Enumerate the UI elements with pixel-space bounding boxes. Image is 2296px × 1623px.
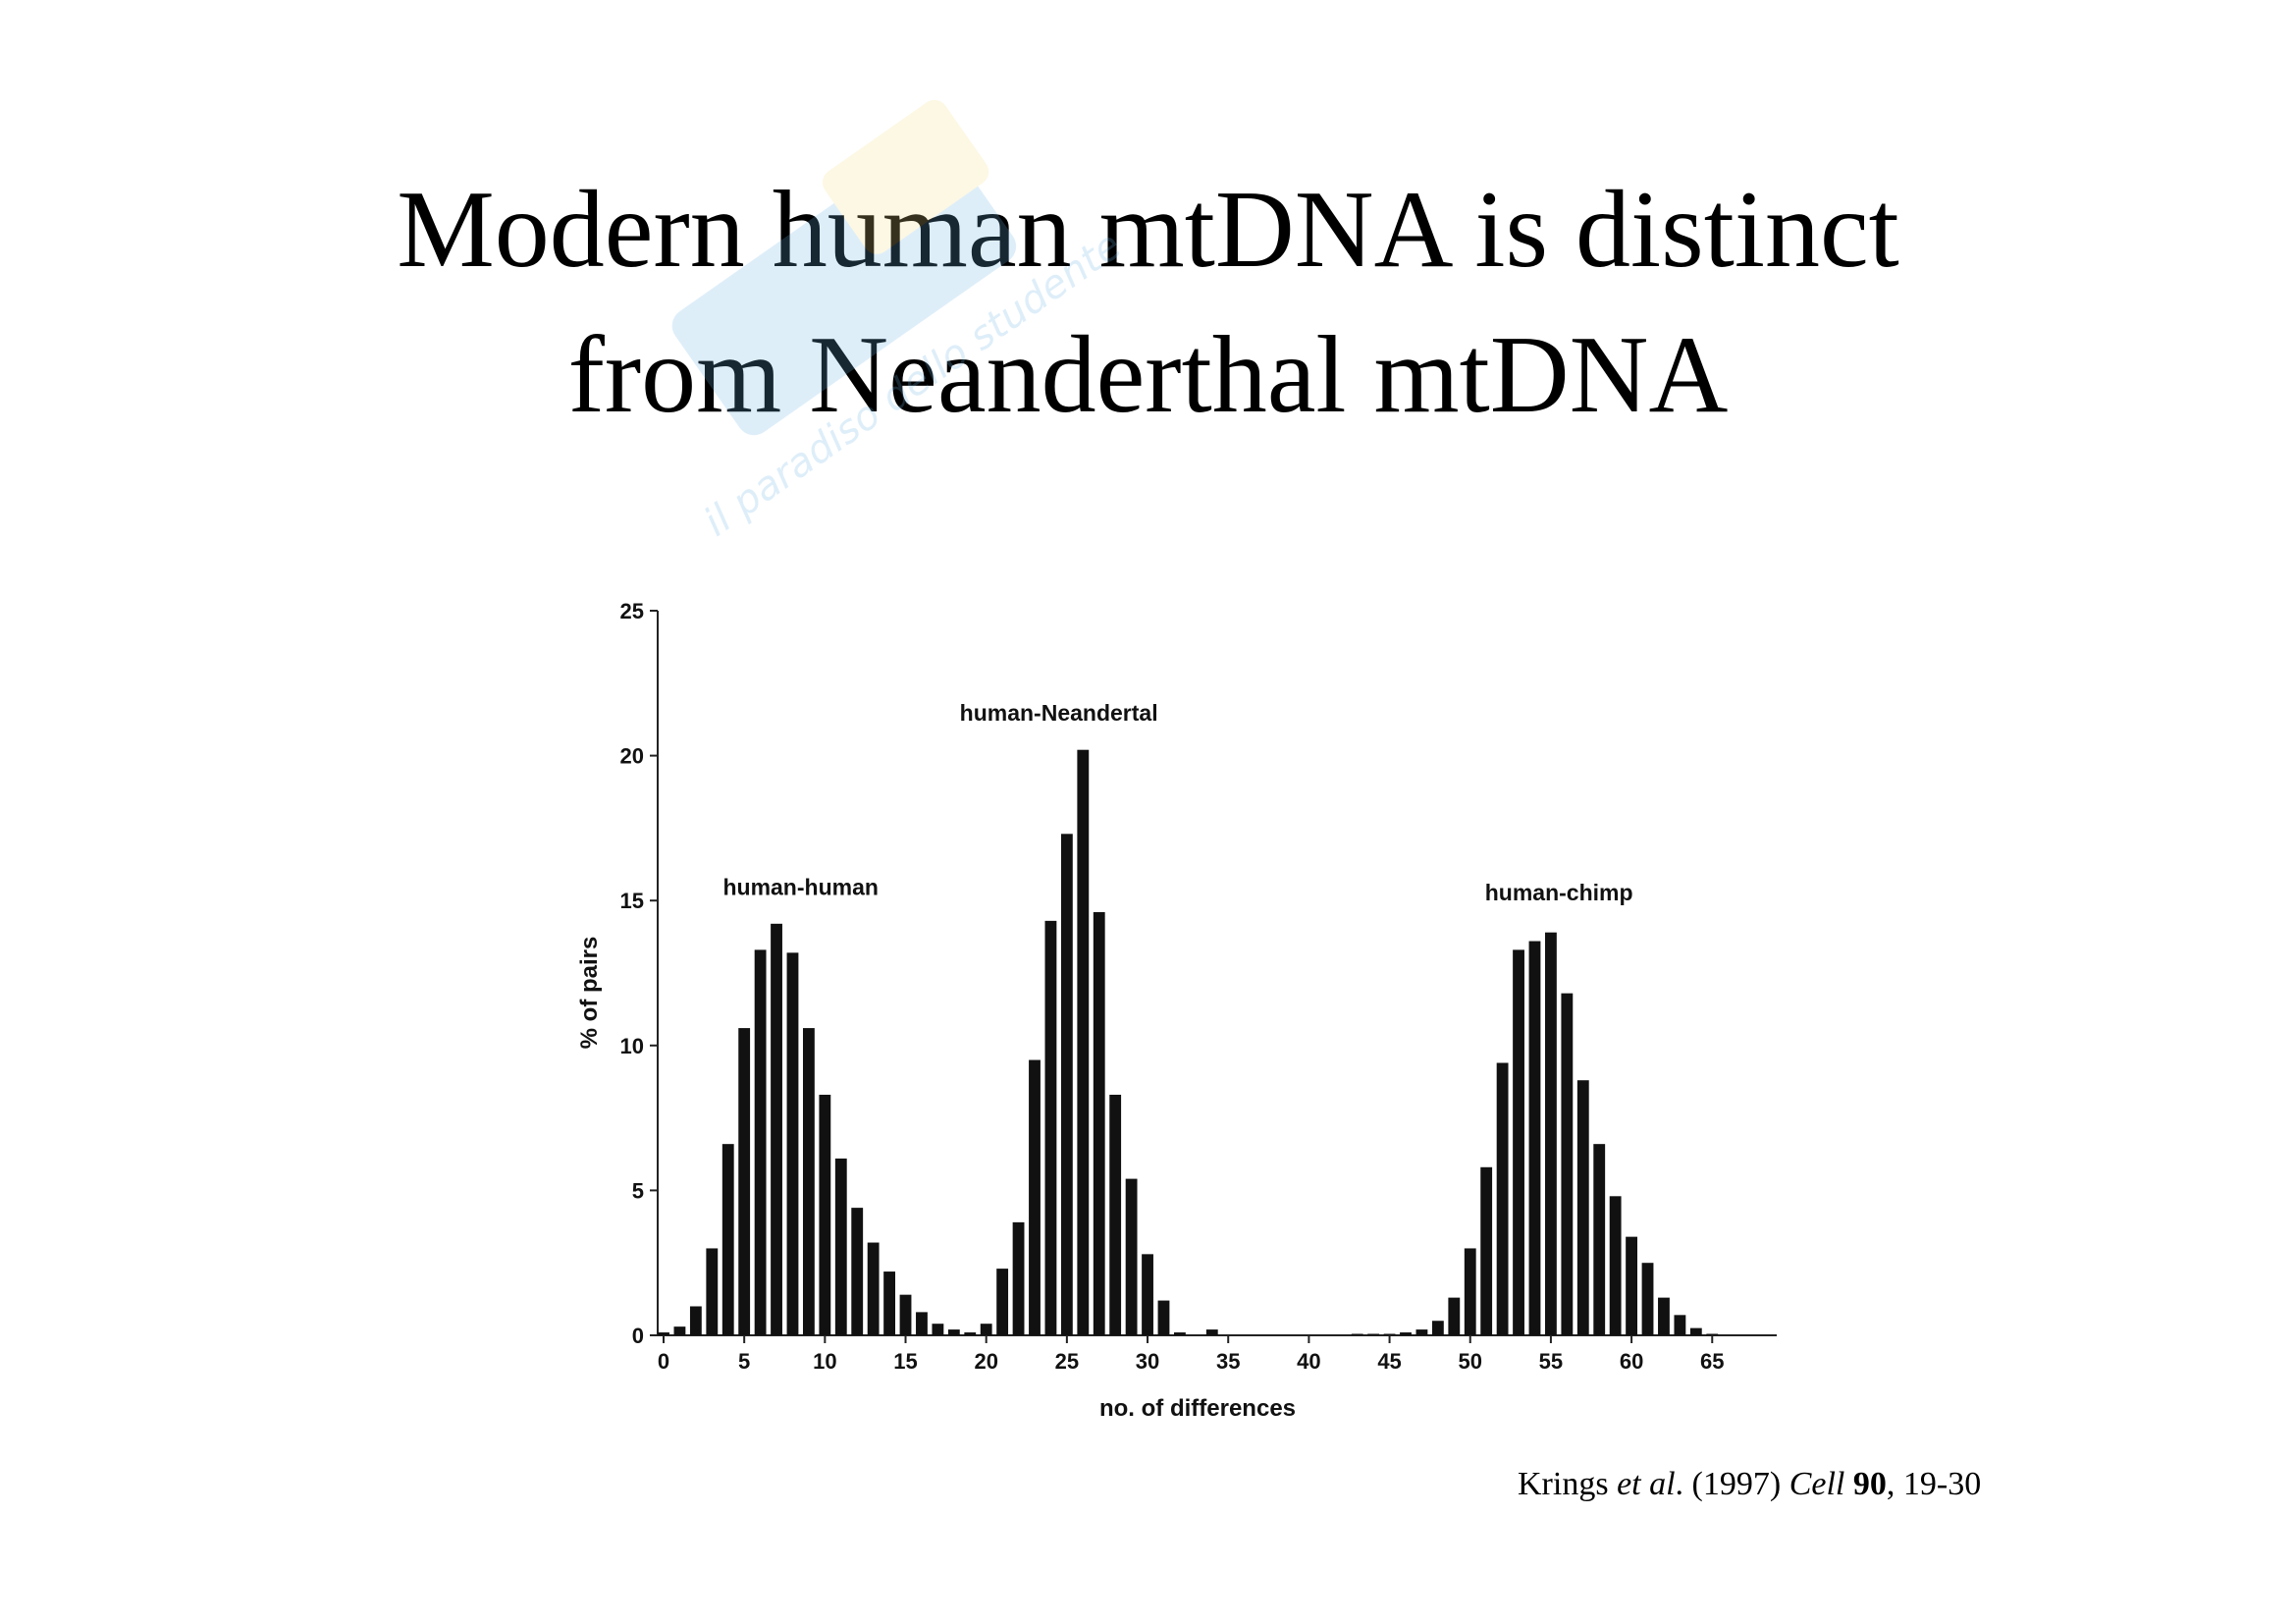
series-annotation: human-Neandertal xyxy=(960,700,1158,726)
x-tick-label: 55 xyxy=(1539,1349,1563,1374)
bar xyxy=(738,1028,751,1335)
x-tick-label: 10 xyxy=(813,1349,836,1374)
bar xyxy=(706,1248,719,1335)
bar xyxy=(1561,993,1574,1335)
x-tick-label: 25 xyxy=(1055,1349,1079,1374)
citation-year: . (1997) xyxy=(1675,1466,1789,1502)
bar xyxy=(1464,1248,1476,1335)
x-tick-label: 40 xyxy=(1297,1349,1320,1374)
citation-author: Krings xyxy=(1518,1466,1618,1502)
bar xyxy=(673,1326,686,1335)
citation-journal: Cell xyxy=(1789,1466,1845,1502)
bar xyxy=(996,1269,1009,1335)
x-tick-label: 35 xyxy=(1216,1349,1240,1374)
bar-series-1 xyxy=(658,923,977,1335)
bar xyxy=(1205,1329,1218,1335)
bar xyxy=(964,1332,977,1335)
bar xyxy=(1351,1333,1363,1335)
bar xyxy=(932,1324,944,1335)
y-tick-label: 0 xyxy=(632,1324,644,1348)
y-axis-label: % of pairs xyxy=(576,937,603,1050)
bar xyxy=(1173,1332,1186,1335)
slide-title: Modern human mtDNA is distinct from Nean… xyxy=(0,157,2296,448)
bar xyxy=(1593,1144,1606,1335)
citation-volume: 90 xyxy=(1852,1466,1887,1502)
x-tick-label: 20 xyxy=(974,1349,997,1374)
x-tick-label: 50 xyxy=(1458,1349,1481,1374)
histogram-chart: 0 5 10 15 20 25 0 5 10 15 20 25 30 35 40 45 50 55 60 65 no. … xyxy=(576,599,1777,1422)
bar xyxy=(658,1332,669,1335)
x-axis-label: no. of differences xyxy=(1099,1395,1296,1422)
y-tick-label: 20 xyxy=(620,744,644,769)
bar-series-3 xyxy=(1351,932,1719,1335)
citation-etal: et al xyxy=(1617,1466,1676,1502)
bar xyxy=(1415,1329,1428,1335)
y-tick-label: 25 xyxy=(620,599,644,623)
title-line-2: from Neanderthal mtDNA xyxy=(567,314,1729,436)
bar xyxy=(851,1208,864,1335)
bar xyxy=(689,1306,702,1335)
bar xyxy=(834,1158,847,1335)
bar xyxy=(883,1271,896,1335)
bar xyxy=(916,1312,928,1335)
series-annotation: human-human xyxy=(722,874,878,899)
bar xyxy=(1496,1062,1509,1335)
series-annotation: human-chimp xyxy=(1485,880,1633,905)
bar xyxy=(754,949,767,1335)
x-tick-label: 65 xyxy=(1700,1349,1724,1374)
bar xyxy=(1641,1263,1654,1335)
bar xyxy=(802,1028,815,1335)
bar xyxy=(1093,912,1105,1335)
bar xyxy=(947,1329,960,1335)
bar xyxy=(1029,1059,1041,1335)
bar xyxy=(1448,1297,1461,1335)
bar xyxy=(1367,1333,1380,1335)
bar xyxy=(1544,932,1557,1335)
bar xyxy=(1609,1196,1622,1335)
bar xyxy=(1689,1327,1702,1335)
bar xyxy=(721,1144,734,1335)
citation: Krings et al. (1997) Cell 90, 19-30 xyxy=(1518,1466,1981,1503)
bar xyxy=(1431,1321,1444,1335)
citation-pages: , 19-30 xyxy=(1886,1466,1982,1502)
bar xyxy=(1528,941,1541,1335)
bar xyxy=(867,1242,880,1335)
x-tick-label: 45 xyxy=(1377,1349,1401,1374)
x-tick-label: 15 xyxy=(893,1349,917,1374)
bar xyxy=(1383,1333,1396,1335)
bar-series-2 xyxy=(980,749,1218,1335)
title-line-1: Modern human mtDNA is distinct xyxy=(397,169,1899,291)
bar xyxy=(1109,1094,1122,1335)
x-tick-label: 5 xyxy=(738,1349,750,1374)
bar xyxy=(1400,1332,1412,1335)
bar xyxy=(1142,1254,1153,1335)
bar xyxy=(1706,1333,1719,1335)
bar xyxy=(1012,1221,1025,1335)
bar xyxy=(1157,1300,1170,1335)
bar xyxy=(1576,1080,1589,1335)
x-tick-label: 60 xyxy=(1620,1349,1643,1374)
bar xyxy=(1658,1297,1670,1335)
bar xyxy=(980,1324,992,1335)
bar xyxy=(771,923,782,1335)
bar xyxy=(1125,1178,1138,1335)
y-tick-label: 15 xyxy=(620,889,644,913)
bar xyxy=(1513,949,1524,1335)
y-tick-label: 10 xyxy=(620,1034,644,1058)
bar xyxy=(1480,1166,1493,1335)
bar xyxy=(819,1094,831,1335)
bar xyxy=(1077,749,1090,1335)
studenti-net-logo-icon: il paradiso dello studente xyxy=(671,99,1119,546)
bar xyxy=(1674,1315,1686,1335)
x-tick-label: 30 xyxy=(1136,1349,1159,1374)
x-tick-label: 0 xyxy=(658,1349,669,1374)
bar xyxy=(1044,920,1057,1335)
bar xyxy=(786,952,799,1335)
bar xyxy=(1060,834,1073,1335)
bar xyxy=(1626,1236,1638,1335)
bar xyxy=(899,1294,912,1335)
y-tick-label: 5 xyxy=(632,1178,644,1203)
